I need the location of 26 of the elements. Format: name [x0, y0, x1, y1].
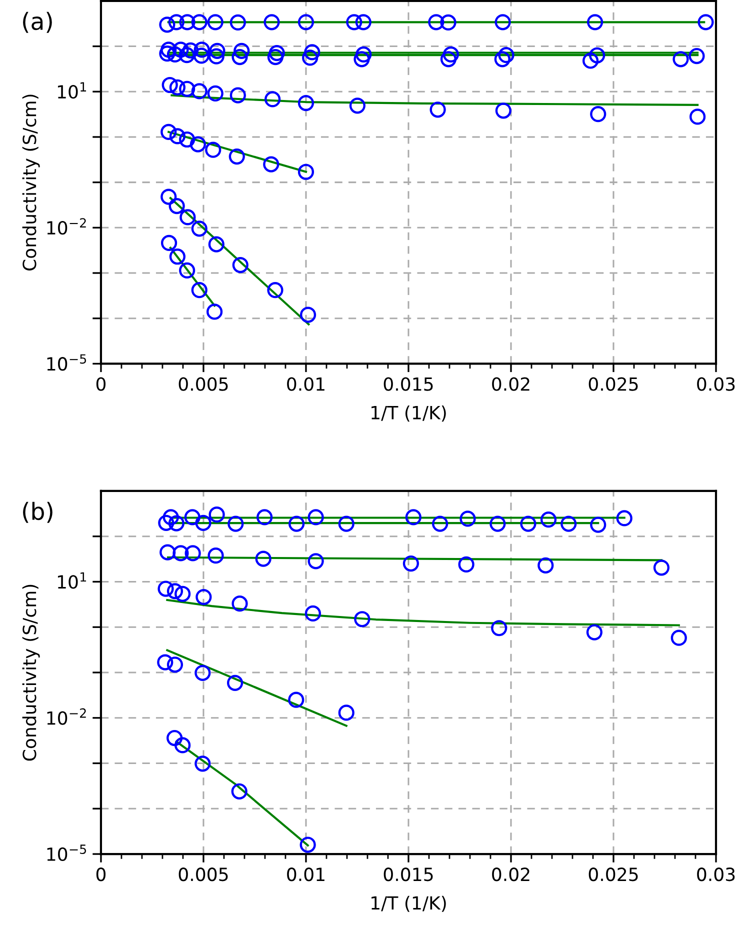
x-tick-label: 0.005 [178, 868, 228, 882]
x-tick-label: 0.01 [287, 377, 324, 391]
x-tick-label: 0 [96, 868, 106, 882]
text: (b) [23, 502, 52, 523]
x-axis-title: 1/T (1/K) [372, 406, 446, 422]
x-axis-title: 1/T (1/K) [372, 896, 446, 912]
y-tick-label: 10$^{−5}$ [47, 844, 86, 862]
x-tick-label: 0.015 [384, 377, 433, 391]
y-tick-label: 10$^{1}$ [58, 82, 86, 99]
y-tick-label: 10$^{−5}$ [47, 354, 86, 371]
x-tick-label: 0.01 [287, 868, 324, 882]
x-tick-label: 0.02 [492, 377, 530, 391]
x-tick-label: 0.025 [588, 377, 638, 391]
x-tick-label: 0.03 [697, 377, 735, 391]
y-axis-title: Conductivity (S/cm) [22, 584, 40, 761]
y-tick-label: 10$^{−2}$ [47, 218, 86, 235]
x-tick-label: 0.02 [492, 868, 530, 882]
y-tick-label: 10$^{−2}$ [47, 708, 86, 725]
x-tick-label: 0.03 [697, 868, 735, 882]
y-tick-label: 10$^{1}$ [58, 572, 86, 589]
x-tick-label: 0.015 [384, 868, 433, 882]
y-axis-title: Conductivity (S/cm) [22, 94, 40, 270]
x-tick-label: 0 [96, 377, 106, 391]
x-tick-label: 0.025 [588, 868, 638, 882]
text: (a) [23, 12, 52, 33]
x-tick-label: 0.005 [178, 377, 228, 391]
